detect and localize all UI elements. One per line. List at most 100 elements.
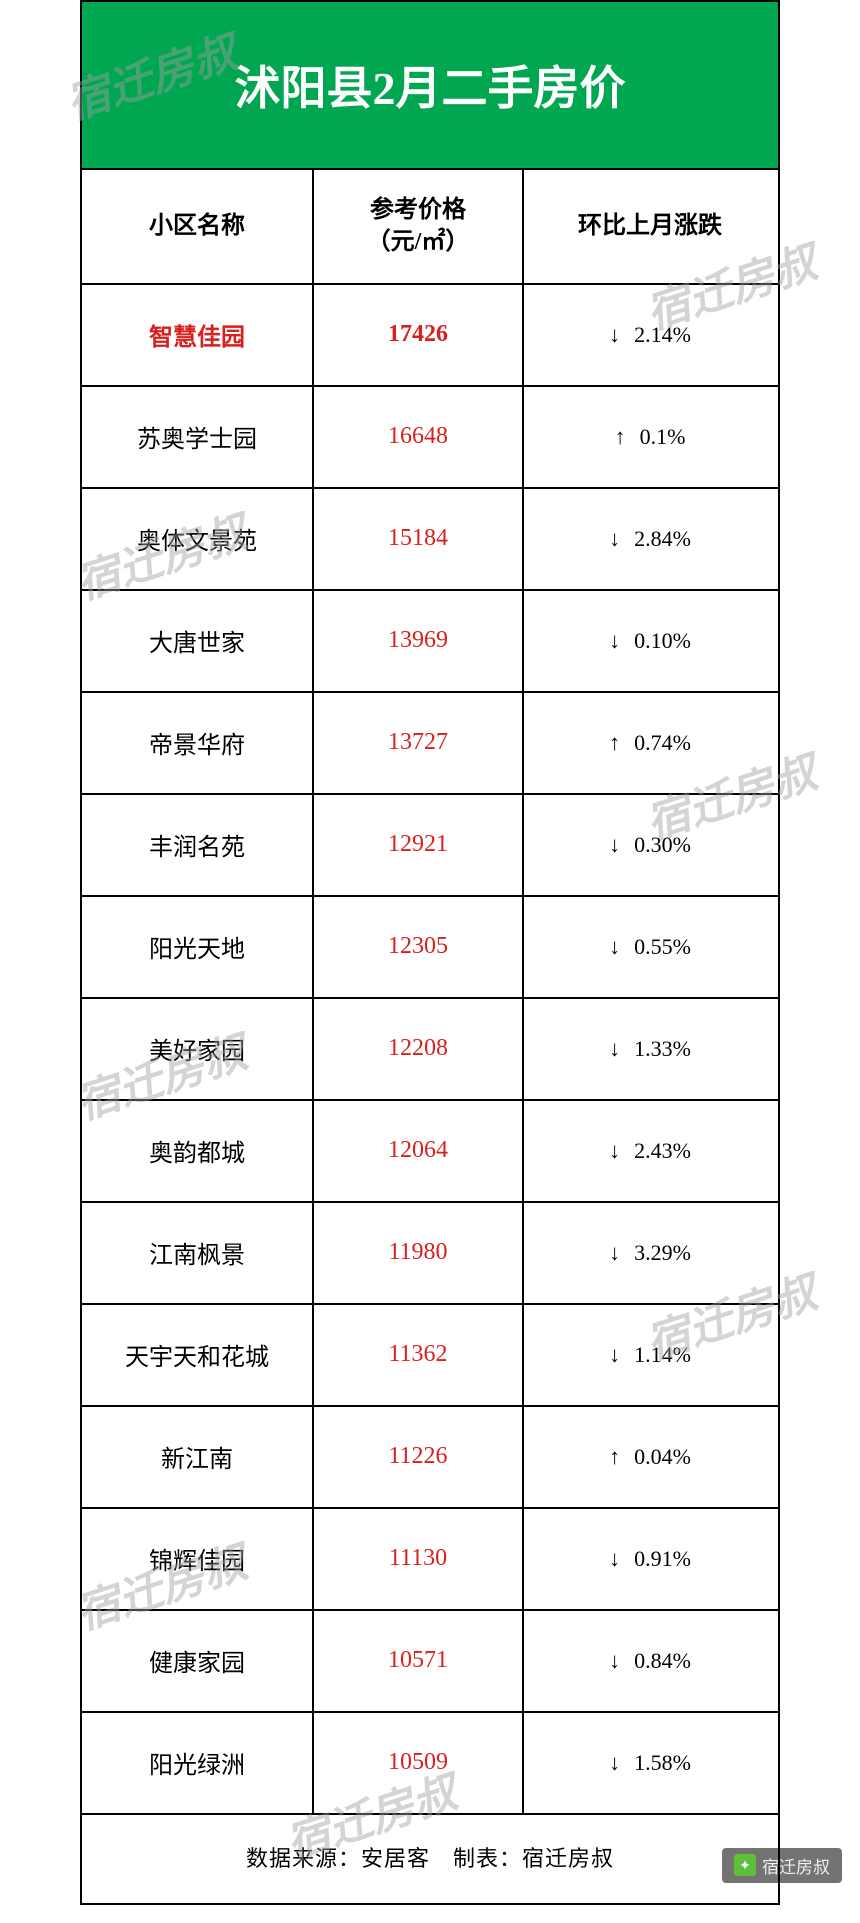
table-header-row: 小区名称 参考价格 （元/㎡） 环比上月涨跌 (82, 170, 778, 285)
col-header-name: 小区名称 (82, 170, 314, 283)
change-cell: ↑ 0.1% (615, 424, 686, 450)
change-percent: 1.58% (634, 1750, 691, 1776)
change-percent: 0.04% (634, 1444, 691, 1470)
table-row: 丰润名苑 12921 ↓ 0.30% (82, 795, 778, 897)
price-value: 12208 (388, 1035, 448, 1062)
change-percent: 2.84% (634, 526, 691, 552)
change-percent: 0.1% (640, 424, 686, 450)
table-row: 奥体文景苑 15184 ↓ 2.84% (82, 489, 778, 591)
wechat-icon: ✦ (734, 1854, 756, 1876)
community-name: 大唐世家 (149, 623, 245, 658)
arrow-down-icon: ↓ (609, 834, 620, 856)
source-badge: ✦ 宿迁房叔 (722, 1848, 842, 1883)
price-value: 10571 (388, 1647, 448, 1674)
community-name: 奥体文景苑 (137, 521, 257, 556)
price-value: 16648 (388, 423, 448, 450)
arrow-down-icon: ↓ (609, 1242, 620, 1264)
table-row: 智慧佳园 17426 ↓ 2.14% (82, 285, 778, 387)
table-row: 健康家园 10571 ↓ 0.84% (82, 1611, 778, 1713)
change-cell: ↓ 1.14% (609, 1342, 691, 1368)
table-row: 新江南 11226 ↑ 0.04% (82, 1407, 778, 1509)
col-header-price: 参考价格 （元/㎡） (314, 170, 524, 283)
change-cell: ↓ 2.14% (609, 322, 691, 348)
community-name: 奥韵都城 (149, 1133, 245, 1168)
change-cell: ↓ 0.84% (609, 1648, 691, 1674)
table-row: 苏奥学士园 16648 ↑ 0.1% (82, 387, 778, 489)
price-value: 12921 (388, 831, 448, 858)
arrow-down-icon: ↓ (609, 1548, 620, 1570)
community-name: 帝景华府 (149, 725, 245, 760)
arrow-down-icon: ↓ (609, 1140, 620, 1162)
table-row: 天宇天和花城 11362 ↓ 1.14% (82, 1305, 778, 1407)
arrow-down-icon: ↓ (609, 1752, 620, 1774)
arrow-up-icon: ↑ (609, 732, 620, 754)
table-row: 帝景华府 13727 ↑ 0.74% (82, 693, 778, 795)
change-percent: 3.29% (634, 1240, 691, 1266)
community-name: 阳光绿洲 (149, 1745, 245, 1780)
price-value: 13727 (388, 729, 448, 756)
change-cell: ↓ 3.29% (609, 1240, 691, 1266)
price-table-container: 沭阳县2月二手房价 小区名称 参考价格 （元/㎡） 环比上月涨跌 智慧佳园 174… (80, 0, 780, 1905)
table-row: 锦辉佳园 11130 ↓ 0.91% (82, 1509, 778, 1611)
change-cell: ↓ 1.33% (609, 1036, 691, 1062)
change-percent: 2.14% (634, 322, 691, 348)
community-name: 智慧佳园 (149, 317, 245, 352)
arrow-down-icon: ↓ (609, 1038, 620, 1060)
arrow-down-icon: ↓ (609, 324, 620, 346)
price-value: 15184 (388, 525, 448, 552)
price-value: 10509 (388, 1749, 448, 1776)
change-cell: ↓ 1.58% (609, 1750, 691, 1776)
arrow-up-icon: ↑ (615, 426, 626, 448)
community-name: 锦辉佳园 (149, 1541, 245, 1576)
price-value: 11226 (388, 1443, 447, 1470)
change-cell: ↑ 0.74% (609, 730, 691, 756)
change-cell: ↑ 0.04% (609, 1444, 691, 1470)
col-header-change: 环比上月涨跌 (524, 170, 776, 283)
community-name: 新江南 (161, 1439, 233, 1474)
price-value: 12064 (388, 1137, 448, 1164)
price-value: 11980 (388, 1239, 447, 1266)
table-footer: 数据来源：安居客 制表：宿迁房叔 (82, 1815, 778, 1903)
table-row: 阳光天地12305↓0.55% (82, 897, 778, 999)
change-cell: ↓ 0.30% (609, 832, 691, 858)
table-row: 江南枫景 11980 ↓ 3.29% (82, 1203, 778, 1305)
table-row: 奥韵都城 12064 ↓ 2.43% (82, 1101, 778, 1203)
change-cell: ↓ 2.84% (609, 526, 691, 552)
arrow-down-icon: ↓ (609, 936, 620, 958)
community-name: 美好家园 (149, 1031, 245, 1066)
arrow-down-icon: ↓ (609, 1650, 620, 1672)
price-value: 12305 (388, 933, 448, 960)
arrow-down-icon: ↓ (609, 528, 620, 550)
change-percent: 1.14% (634, 1342, 691, 1368)
table-body: 智慧佳园 17426 ↓ 2.14% 苏奥学士园 16648 ↑ 0.1% 奥体文景苑 15184… (82, 285, 778, 1815)
price-value: 17426 (388, 321, 448, 348)
change-percent: 2.43% (634, 1138, 691, 1164)
change-cell: ↓ 0.55% (609, 934, 691, 960)
change-percent: 0.55% (634, 934, 691, 960)
arrow-up-icon: ↑ (609, 1446, 620, 1468)
change-percent: 0.84% (634, 1648, 691, 1674)
arrow-down-icon: ↓ (609, 1344, 620, 1366)
change-percent: 0.74% (634, 730, 691, 756)
change-cell: ↓ 2.43% (609, 1138, 691, 1164)
community-name: 苏奥学士园 (137, 419, 257, 454)
table-row: 美好家园 12208 ↓ 1.33% (82, 999, 778, 1101)
table-title: 沭阳县2月二手房价 (82, 2, 778, 170)
table-row: 大唐世家 13969 ↓ 0.10% (82, 591, 778, 693)
badge-label: 宿迁房叔 (762, 1853, 830, 1878)
community-name: 江南枫景 (149, 1235, 245, 1270)
change-percent: 1.33% (634, 1036, 691, 1062)
community-name: 天宇天和花城 (125, 1337, 269, 1372)
table-row: 阳光绿洲 10509 ↓ 1.58% (82, 1713, 778, 1815)
price-value: 13969 (388, 627, 448, 654)
community-name: 健康家园 (149, 1643, 245, 1678)
change-cell: ↓ 0.91% (609, 1546, 691, 1572)
price-value: 11362 (388, 1341, 447, 1368)
change-percent: 0.91% (634, 1546, 691, 1572)
change-percent: 0.30% (634, 832, 691, 858)
community-name: 丰润名苑 (149, 827, 245, 862)
price-value: 11130 (389, 1545, 447, 1572)
change-cell: ↓ 0.10% (609, 628, 691, 654)
change-percent: 0.10% (634, 628, 691, 654)
arrow-down-icon: ↓ (609, 630, 620, 652)
